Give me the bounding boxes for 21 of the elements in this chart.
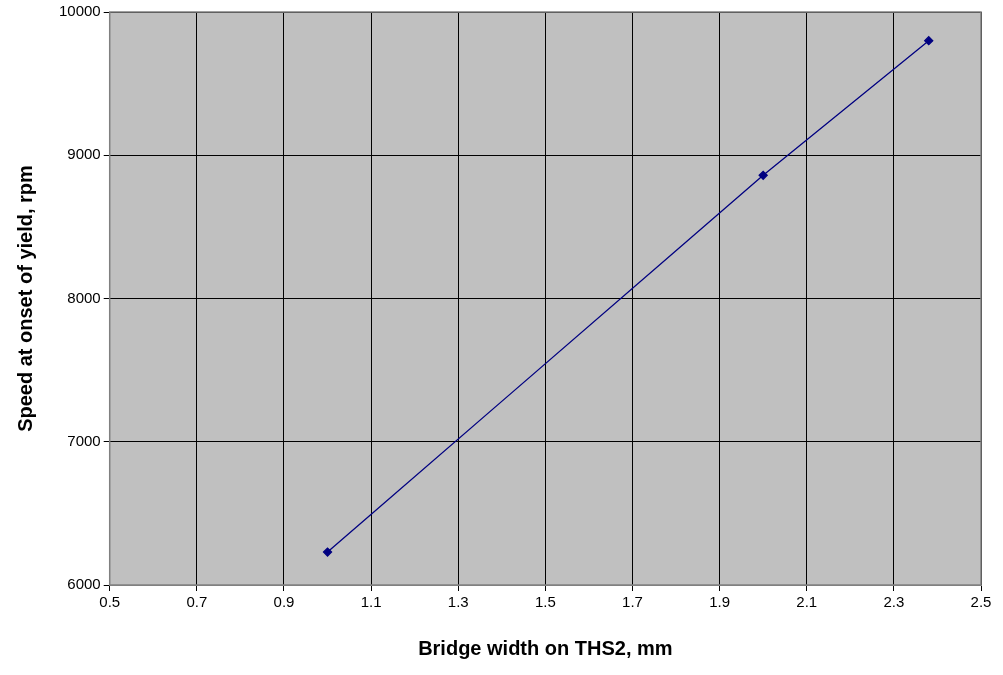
x-tick-label: 2.1 [796,593,818,611]
point [924,36,934,46]
y-tick-label: 8000 [67,288,101,306]
x-axis-title: Bridge width on THS2, mm [418,636,673,659]
x-tick-label: 0.5 [99,593,121,611]
x-tick-label: 0.9 [273,593,295,611]
y-axis-title: Speed at onset of yield, rpm [13,165,36,432]
x-tick-label: 0.7 [186,593,208,611]
point [322,547,333,557]
x-tick-label: 2.5 [970,593,992,611]
y-tick-label: 9000 [67,145,101,163]
x-tick-label: 1.5 [534,593,556,611]
x-tick-label: 1.9 [709,593,731,611]
y-tick-label: 6000 [67,575,101,593]
y-tick-label: 7000 [67,431,101,449]
x-tick-label: 2.3 [883,593,905,611]
x-tick-label: 1.3 [447,593,469,611]
y-tick-label: 10000 [58,2,101,20]
x-tick-label: 1.7 [622,593,643,611]
point [758,170,768,180]
x-tick-label: 1.1 [360,593,382,611]
